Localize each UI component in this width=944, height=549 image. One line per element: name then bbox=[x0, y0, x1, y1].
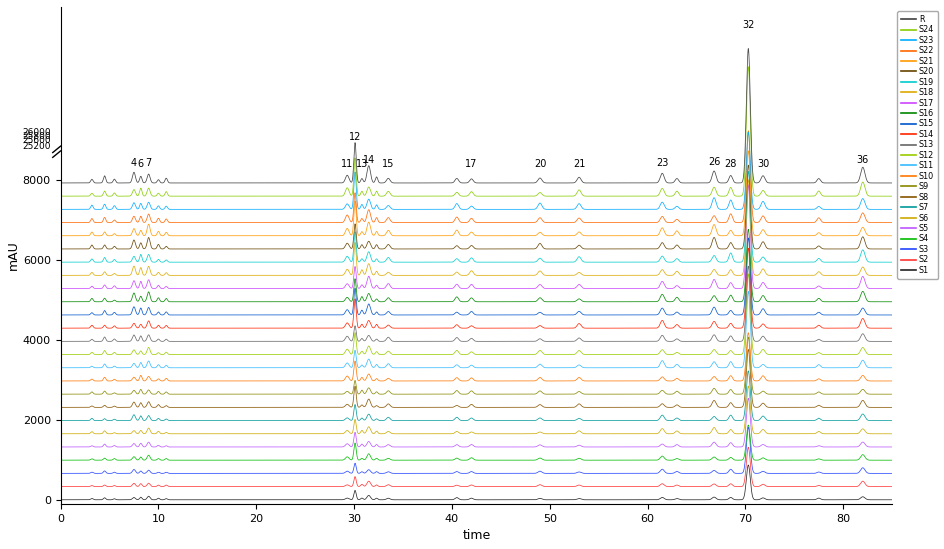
Y-axis label: mAU: mAU bbox=[7, 240, 20, 270]
Text: 32: 32 bbox=[741, 20, 753, 30]
Text: 7: 7 bbox=[145, 158, 152, 168]
X-axis label: time: time bbox=[462, 529, 490, 542]
Text: 36: 36 bbox=[856, 155, 868, 165]
Text: 13: 13 bbox=[355, 159, 367, 169]
Text: 23: 23 bbox=[655, 158, 667, 168]
Text: 21: 21 bbox=[572, 159, 584, 169]
Text: 14: 14 bbox=[362, 155, 375, 165]
Text: 15: 15 bbox=[381, 159, 394, 169]
Text: 26: 26 bbox=[707, 157, 719, 167]
Text: 11: 11 bbox=[341, 159, 353, 169]
Text: 26000: 26000 bbox=[22, 128, 51, 137]
Text: 6: 6 bbox=[138, 159, 143, 169]
Text: 12: 12 bbox=[348, 132, 361, 142]
Text: 4: 4 bbox=[130, 158, 137, 168]
Text: 25200: 25200 bbox=[23, 142, 51, 152]
Text: 17: 17 bbox=[464, 159, 477, 169]
Text: 30: 30 bbox=[756, 159, 768, 169]
Legend: R, S24, S23, S22, S21, S20, S19, S18, S17, S16, S15, S14, S13, S12, S11, S10, S9: R, S24, S23, S22, S21, S20, S19, S18, S1… bbox=[896, 11, 937, 279]
Text: 25800: 25800 bbox=[22, 132, 51, 141]
Text: 25600: 25600 bbox=[22, 136, 51, 145]
Text: 28: 28 bbox=[724, 159, 736, 169]
Text: 20: 20 bbox=[533, 159, 546, 169]
